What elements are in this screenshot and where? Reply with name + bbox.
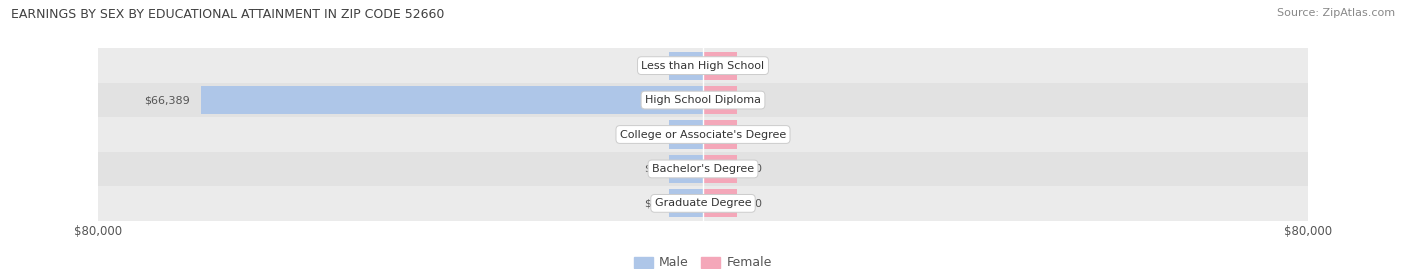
Text: $0: $0 (644, 61, 658, 71)
Text: $0: $0 (644, 164, 658, 174)
Text: Bachelor's Degree: Bachelor's Degree (652, 164, 754, 174)
Text: $66,389: $66,389 (145, 95, 190, 105)
Bar (98, 117, 1308, 152)
Bar (201, 86, 703, 114)
Text: $0: $0 (748, 164, 762, 174)
Bar (703, 155, 737, 183)
Text: Less than High School: Less than High School (641, 61, 765, 71)
Bar (703, 121, 737, 148)
Bar (98, 48, 1308, 83)
Bar (669, 52, 703, 80)
Bar (703, 52, 737, 80)
Bar (703, 86, 737, 114)
Legend: Male, Female: Male, Female (634, 256, 772, 269)
Bar (98, 152, 1308, 186)
Text: $0: $0 (748, 61, 762, 71)
Bar (669, 155, 703, 183)
Bar (703, 189, 737, 217)
Bar (669, 121, 703, 148)
Text: $0: $0 (748, 95, 762, 105)
Text: $0: $0 (748, 198, 762, 208)
Text: $0: $0 (644, 198, 658, 208)
Text: Graduate Degree: Graduate Degree (655, 198, 751, 208)
Text: $0: $0 (644, 129, 658, 140)
Bar (98, 186, 1308, 221)
Text: Source: ZipAtlas.com: Source: ZipAtlas.com (1277, 8, 1395, 18)
Text: College or Associate's Degree: College or Associate's Degree (620, 129, 786, 140)
Text: High School Diploma: High School Diploma (645, 95, 761, 105)
Text: EARNINGS BY SEX BY EDUCATIONAL ATTAINMENT IN ZIP CODE 52660: EARNINGS BY SEX BY EDUCATIONAL ATTAINMEN… (11, 8, 444, 21)
Bar (98, 83, 1308, 117)
Text: $0: $0 (748, 129, 762, 140)
Bar (669, 189, 703, 217)
